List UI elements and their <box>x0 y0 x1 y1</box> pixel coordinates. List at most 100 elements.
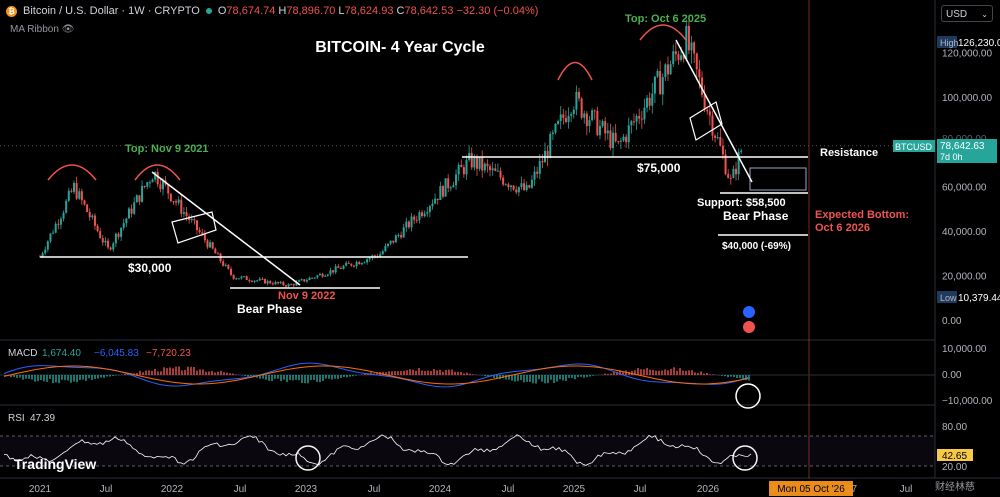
macd-bar <box>190 366 192 375</box>
candle <box>541 161 544 163</box>
flag-pattern <box>689 101 723 141</box>
candle <box>232 274 235 279</box>
macd-bar <box>526 375 528 382</box>
macd-bar <box>436 370 438 375</box>
candle <box>428 206 431 213</box>
macd-bar <box>10 375 12 378</box>
candle <box>392 240 395 243</box>
candle <box>434 198 437 204</box>
macd-bar <box>298 375 300 381</box>
macd-bar <box>34 375 36 382</box>
candle <box>216 253 219 255</box>
trendline-2026 <box>675 39 753 183</box>
candle <box>67 190 70 201</box>
candle <box>646 97 649 108</box>
candle <box>248 280 251 282</box>
candle <box>203 233 206 241</box>
macd-bar <box>607 373 609 375</box>
macd-bar <box>325 375 327 379</box>
macd-bar <box>79 375 81 380</box>
candle <box>727 174 730 178</box>
candle <box>737 151 740 175</box>
macd-bar <box>16 375 18 378</box>
candle <box>46 241 49 250</box>
macd-bar <box>163 367 165 375</box>
high-tag-bg <box>937 36 957 48</box>
candle <box>528 185 531 188</box>
macd-bar <box>673 367 675 375</box>
candle <box>564 117 567 122</box>
candle <box>418 212 421 221</box>
macd-bar <box>547 375 549 384</box>
close-label: C <box>396 5 405 17</box>
macd-bar <box>244 375 246 376</box>
candle <box>460 164 463 168</box>
macd-bar <box>307 375 309 384</box>
macd-bar <box>622 372 624 375</box>
annotation-bear-phase-1: Bear Phase <box>237 302 303 316</box>
candle <box>133 202 136 214</box>
macd-bar <box>400 371 402 375</box>
candle <box>96 225 99 232</box>
projection-box <box>749 167 807 191</box>
ohlc-values: O78,674.74 H78,896.70 L78,624.93 C78,642… <box>218 5 539 17</box>
candle <box>379 254 382 257</box>
macd-bar <box>46 375 48 382</box>
candle <box>619 140 622 142</box>
ma-ribbon-label[interactable]: MA Ribbon <box>10 24 59 35</box>
candle <box>698 69 701 78</box>
candle <box>687 25 690 51</box>
macd-value-3: −7,720.23 <box>146 348 191 359</box>
candle <box>580 98 583 118</box>
candle <box>708 111 711 116</box>
time-tick: Jul <box>502 484 515 495</box>
candle <box>593 110 596 112</box>
candle <box>172 201 175 203</box>
time-tick: 2022 <box>161 484 184 495</box>
candle <box>523 183 526 191</box>
macd-bar <box>187 366 189 375</box>
macd-bar <box>154 368 156 375</box>
rsi-label: RSI <box>8 413 25 424</box>
cursor-date: Mon 05 Oct '26 <box>777 484 845 495</box>
candle <box>648 97 651 106</box>
high-tag-label: High <box>940 38 959 48</box>
candle <box>54 223 57 233</box>
candle <box>695 53 698 70</box>
macd-bar <box>658 370 660 375</box>
candle <box>167 184 170 194</box>
candle <box>318 273 321 276</box>
macd-bar <box>457 371 459 375</box>
macd-bar <box>424 371 426 375</box>
macd-bar <box>472 374 474 375</box>
candle <box>206 240 209 248</box>
candle <box>169 193 172 202</box>
candle <box>693 42 696 54</box>
candle <box>520 183 523 188</box>
top-arc <box>47 164 97 181</box>
macd-bar <box>331 375 333 380</box>
candle <box>575 91 578 110</box>
candle <box>321 273 324 277</box>
candle <box>62 212 65 219</box>
macd-histogram <box>4 366 750 384</box>
rsi-value: 47.39 <box>30 413 55 424</box>
symbol-title[interactable]: Bitcoin / U.S. Dollar · 1W · CRYPTO <box>23 5 200 17</box>
close-value: 78,642.53 <box>404 5 454 17</box>
eye-icon[interactable]: 👁 <box>61 24 75 35</box>
macd-bar <box>19 375 21 378</box>
candle <box>332 270 335 273</box>
macd-bar <box>346 375 348 378</box>
macd-bar <box>610 373 612 375</box>
candle <box>227 264 230 269</box>
macd-bar <box>733 375 735 377</box>
macd-bar <box>544 375 546 384</box>
currency-select[interactable]: USD ⌄ <box>941 5 993 22</box>
indicator-legend[interactable]: MA Ribbon 👁 <box>10 24 74 35</box>
candle <box>274 281 277 285</box>
candle <box>101 238 104 243</box>
candle <box>570 114 573 116</box>
price-tick: 0.00 <box>942 316 962 327</box>
macd-bar <box>109 375 111 377</box>
